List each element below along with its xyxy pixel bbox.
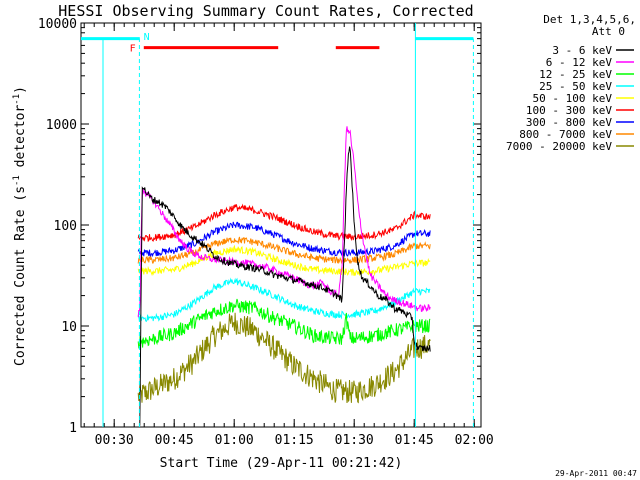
x-axis-label: Start Time (29-Apr-11 00:21:42) xyxy=(160,456,403,471)
legend-label: 12 - 25 keV xyxy=(539,68,612,81)
x-tick-label: 01:15 xyxy=(275,433,314,448)
y-tick-label: 10000 xyxy=(38,17,77,32)
series-line xyxy=(137,203,431,243)
plot-area: 1 10 100 1000 10000 00:30 00:45 01:00 01:15 01:30… xyxy=(38,17,494,448)
x-tick-label: 01:00 xyxy=(215,433,254,448)
y-tick-label: 100 xyxy=(54,219,77,234)
legend-label: 300 - 800 keV xyxy=(526,116,612,129)
series-line xyxy=(137,236,431,265)
legend-label: 800 - 7000 keV xyxy=(519,128,612,141)
legend-label: 25 - 50 keV xyxy=(539,80,612,93)
legend-label: 6 - 12 keV xyxy=(546,56,613,69)
chart-title: HESSI Observing Summary Count Rates, Cor… xyxy=(58,2,473,20)
y-tick-label: 10 xyxy=(61,320,77,335)
series-line xyxy=(137,244,431,277)
footer-timestamp: 29-Apr-2011 00:47 xyxy=(555,469,637,478)
series-line xyxy=(139,146,431,426)
y-axis-label: Corrected Count Rate (s-1 detector-1) xyxy=(12,86,28,366)
x-tick-label: 01:45 xyxy=(395,433,434,448)
legend-label: 100 - 300 keV xyxy=(526,104,612,117)
legend-title-line1: Det 1,3,4,5,6, xyxy=(543,13,636,26)
series-line xyxy=(137,277,431,323)
x-tick-label: 00:45 xyxy=(155,433,194,448)
legend-label: 3 - 6 keV xyxy=(552,44,612,57)
legend-title-line2: Att 0 xyxy=(592,25,625,38)
flag-letter: F xyxy=(130,44,136,55)
y-tick-label: 1000 xyxy=(46,118,77,133)
series-line xyxy=(137,126,431,318)
flag-letter: N xyxy=(144,32,150,43)
series-line xyxy=(137,312,431,404)
x-tick-label: 00:30 xyxy=(95,433,134,448)
series-line xyxy=(137,298,431,349)
legend-label: 7000 - 20000 keV xyxy=(506,140,612,153)
y-tick-label: 1 xyxy=(69,421,77,436)
x-tick-label: 02:00 xyxy=(455,433,494,448)
x-tick-label: 01:30 xyxy=(335,433,374,448)
legend-label: 50 - 100 keV xyxy=(533,92,613,105)
